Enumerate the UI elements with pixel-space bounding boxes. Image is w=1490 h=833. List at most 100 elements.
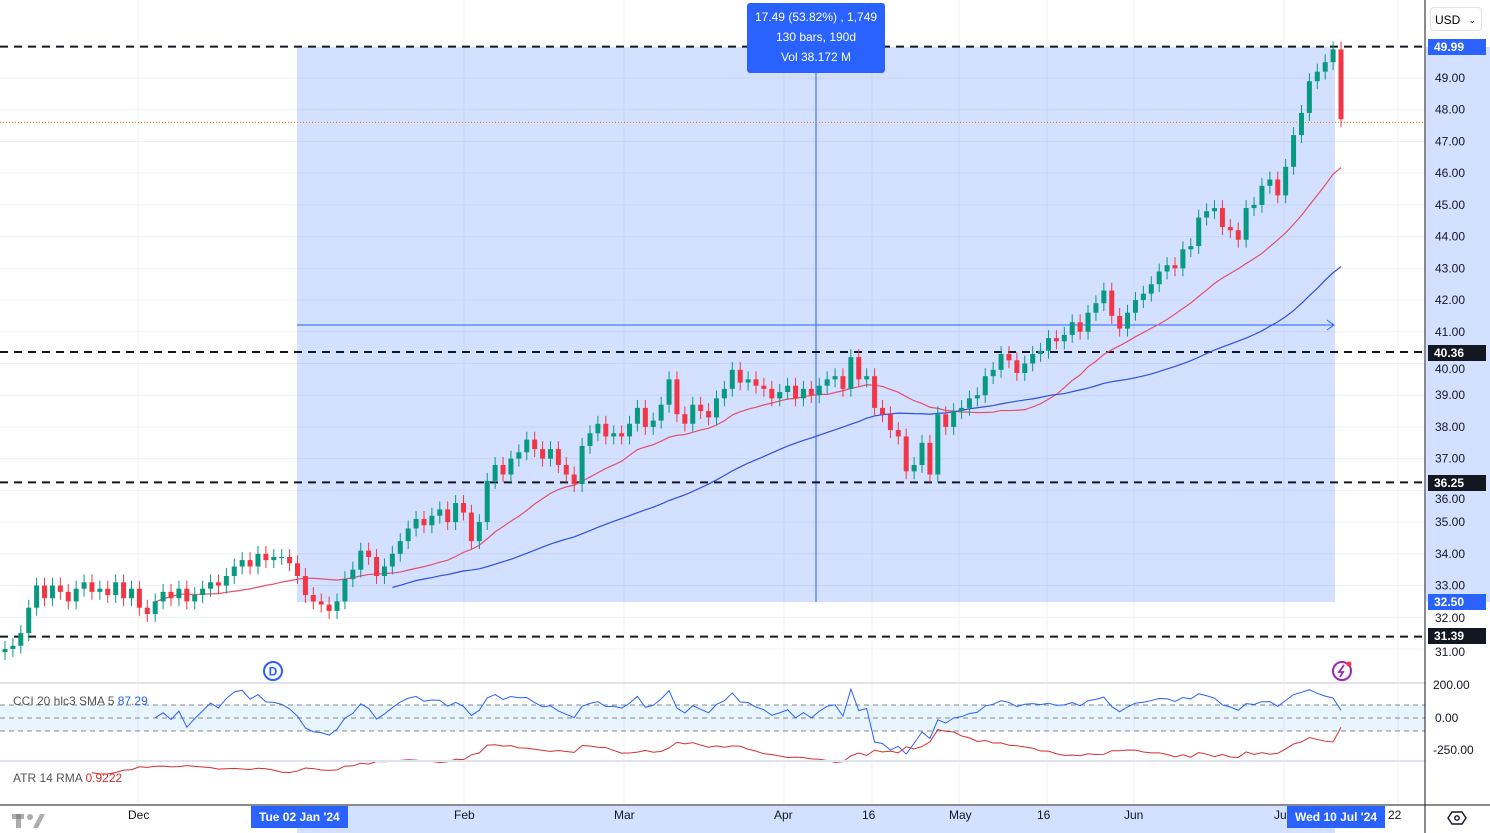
candle-body [1053,338,1059,342]
candle-body [73,588,79,602]
candle-body [674,379,680,415]
candle-body [1235,230,1241,240]
candle-body [911,464,917,472]
candle-body [903,436,909,472]
price-tick: 46.00 [1435,166,1465,180]
price-axis[interactable]: 31.00 32.00 33.00 34.00 35.00 36.00 37.00 38.00… [1435,71,1465,659]
candle-body [508,458,514,475]
measure-change: 17.49 (53.82%) , 1,749 [754,10,878,24]
candle-body [1188,246,1194,250]
candle-body [437,509,443,516]
time-tick: 22 [1388,808,1402,822]
price-tick: 43.00 [1435,261,1465,275]
time-tick: 16 [862,808,876,822]
candle-body [769,388,775,399]
candle-body [777,392,783,399]
settings-icon[interactable] [1447,811,1467,825]
candle-body [571,474,577,485]
candle-body [105,588,111,596]
candle-body [152,601,158,615]
candle-body [492,464,498,481]
candle-body [864,376,870,380]
candle-body [342,579,348,602]
candle-body [334,601,340,611]
candle-body [389,553,395,567]
candle-body [397,541,403,554]
indicator-lines [91,687,1342,775]
cci-legend[interactable]: CCI 20 hlc3 SMA 5 87.29 [13,694,148,708]
cci-tick: 200.00 [1433,678,1470,692]
candle-body [1038,350,1044,354]
candle-body [619,433,625,437]
ma-50-line [392,266,1342,589]
price-tick: 49.00 [1435,71,1465,85]
candle-body [271,556,277,561]
candle-body [168,591,174,599]
atr-line [91,727,1342,775]
candle-body [990,369,996,377]
atr-legend[interactable]: ATR 14 RMA 0.9222 [13,771,122,785]
candle-body [1164,265,1170,272]
candle-body [919,442,925,465]
price-tick: 35.00 [1435,515,1465,529]
candle-body [1006,353,1012,361]
candle-body [223,576,229,586]
candle-body [1046,338,1052,351]
price-badge-top: 49.99 [1428,39,1486,55]
candle-body [1204,211,1210,218]
price-tick: 32.00 [1435,611,1465,625]
dividend-icon[interactable] [263,661,283,681]
candle-body [176,588,182,599]
candle-body [642,407,648,427]
candle-body [1117,315,1123,329]
candle-body [951,411,957,427]
candle-body [476,522,482,542]
time-tick: Ju [1274,808,1287,822]
candle-body [1085,312,1091,332]
candle-body [634,407,640,424]
candle-body [650,420,656,427]
candle-body [540,449,546,459]
measure-tooltip: 17.49 (53.82%) , 1,749 130 bars, 190d Vo… [747,3,885,73]
arrow-head [1326,319,1335,331]
candle-body [627,423,633,437]
measure-volume: Vol 38.172 M [780,50,852,64]
candle-body [785,385,791,393]
candle-body [872,376,878,408]
price-axis-measure-highlight [1426,47,1490,602]
candle-body [1180,249,1186,269]
candle-body [887,414,893,431]
candle-body [959,407,965,412]
candle-body [611,433,617,437]
candle-body [682,414,688,424]
price-tick: 34.00 [1435,547,1465,561]
candle-body [816,385,822,396]
price-badge-low: 36.25 [1428,475,1486,491]
candle-body [484,480,490,523]
candle-body [144,607,150,615]
candle-body [310,595,316,602]
candle-body [966,398,972,408]
candle-body [1298,112,1304,136]
candle-body [468,512,474,542]
candle-body [350,569,356,580]
candle-body [840,376,846,389]
measure-bars: 130 bars, 190d [775,30,857,44]
currency-select[interactable]: USD ⌄ [1430,7,1482,31]
candle-body [89,582,95,592]
candle-body [200,588,206,596]
candle-body [192,595,198,602]
candle-body [1125,312,1131,329]
lightning-icon[interactable] [1332,661,1352,681]
candle-body [1306,81,1312,113]
time-tick: Jun [1124,808,1144,822]
candle-body [927,442,933,475]
candle-body [239,560,245,567]
candle-body [1148,284,1154,294]
candle-body [753,379,759,386]
candle-body [943,414,949,427]
atr-value: 0.9222 [85,771,123,785]
candle-body [1140,293,1146,301]
candle-body [81,582,87,589]
